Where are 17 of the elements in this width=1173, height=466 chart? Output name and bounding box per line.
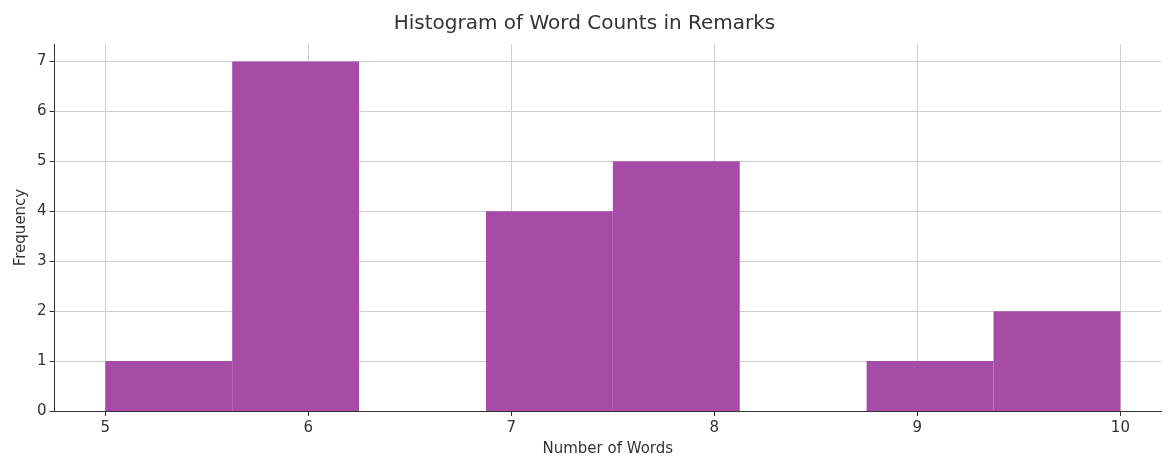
y-tick-label: 5: [37, 151, 47, 170]
x-tick-label: 6: [303, 417, 314, 436]
x-tick-label: 10: [1110, 417, 1130, 436]
y-tick-label: 4: [37, 201, 47, 220]
x-tick-label: 8: [709, 417, 720, 436]
y-tick-label: 7: [37, 51, 47, 70]
x-axis-title: Number of Words: [542, 438, 674, 457]
y-tick-label: 6: [37, 101, 47, 120]
y-tick-label: 1: [37, 350, 47, 369]
y-tick-label: 0: [37, 400, 47, 419]
x-tick-label: 5: [100, 417, 111, 436]
y-axis-title: Frequency: [10, 188, 29, 267]
y-tick-label: 3: [37, 251, 47, 270]
chart-title: Histogram of Word Counts in Remarks: [393, 10, 776, 35]
x-tick-label: 9: [912, 417, 923, 436]
y-tick-label: 2: [37, 301, 47, 320]
x-tick-label: 7: [506, 417, 517, 436]
